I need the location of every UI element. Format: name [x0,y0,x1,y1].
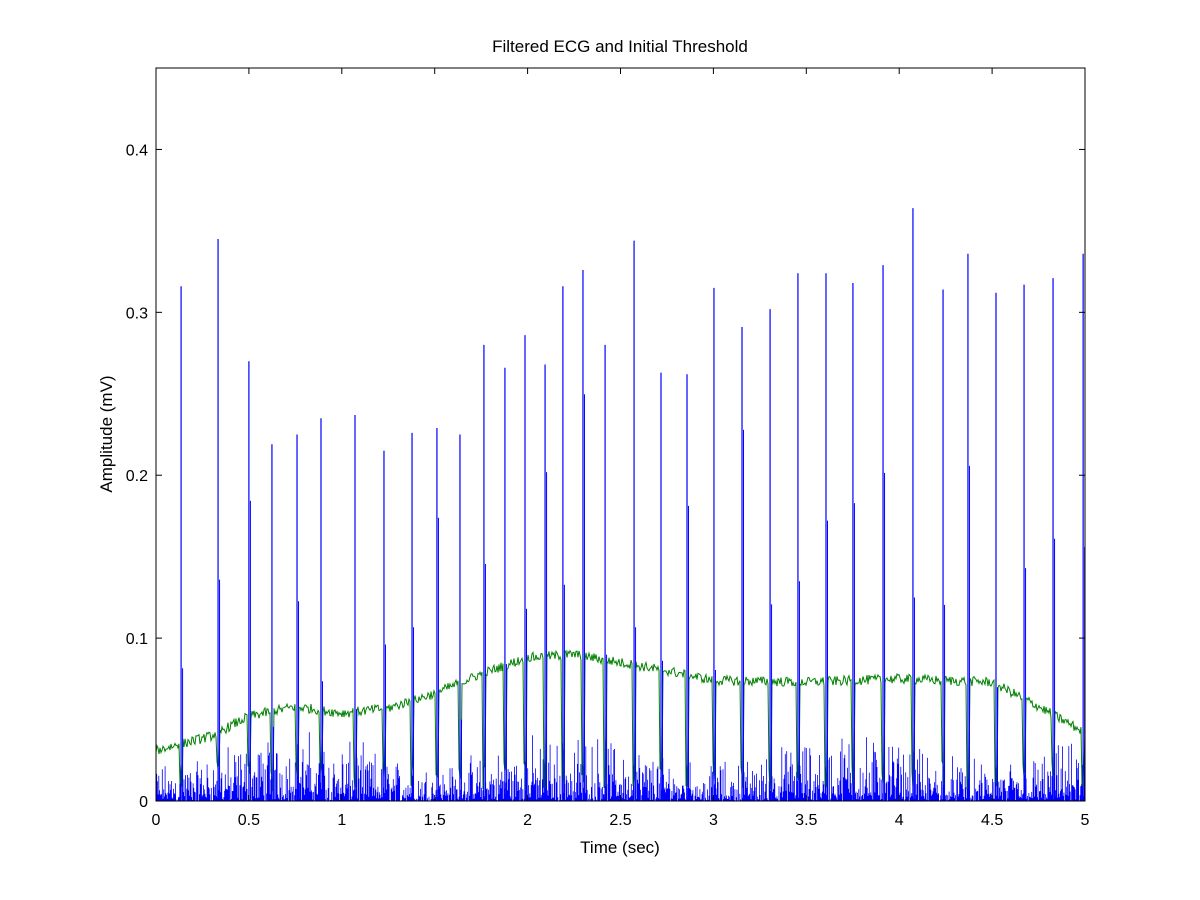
chart-title: Filtered ECG and Initial Threshold [492,37,748,56]
y-tick-label: 0.1 [126,631,148,648]
y-tick-label: 0 [139,794,148,811]
y-tick-label: 0.4 [126,142,148,159]
x-tick-label: 3.5 [795,812,817,829]
x-axis-label: Time (sec) [580,838,660,857]
x-tick-label: 2 [523,812,532,829]
axis-ticks: 0 0.5 1 1.5 2 2.5 3 3.5 4 4.5 5 0 0.1 0.2 0.3 0.4 [126,68,1090,829]
x-tick-label: 4 [895,812,904,829]
axes-box [155,67,1086,802]
threshold-line [155,649,1086,792]
x-tick-label: 2.5 [609,812,631,829]
y-axis-label: Amplitude (mV) [97,375,116,492]
plot-area [155,208,1086,801]
y-tick-label: 0.2 [126,468,148,485]
x-tick-label: 1 [337,812,346,829]
x-tick-label: 5 [1081,812,1090,829]
x-tick-label: 0.5 [238,812,260,829]
y-tick-label: 0.3 [126,305,148,322]
x-tick-label: 3 [709,812,718,829]
x-tick-label: 0 [152,812,161,829]
x-tick-label: 1.5 [424,812,446,829]
x-tick-label: 4.5 [981,812,1003,829]
